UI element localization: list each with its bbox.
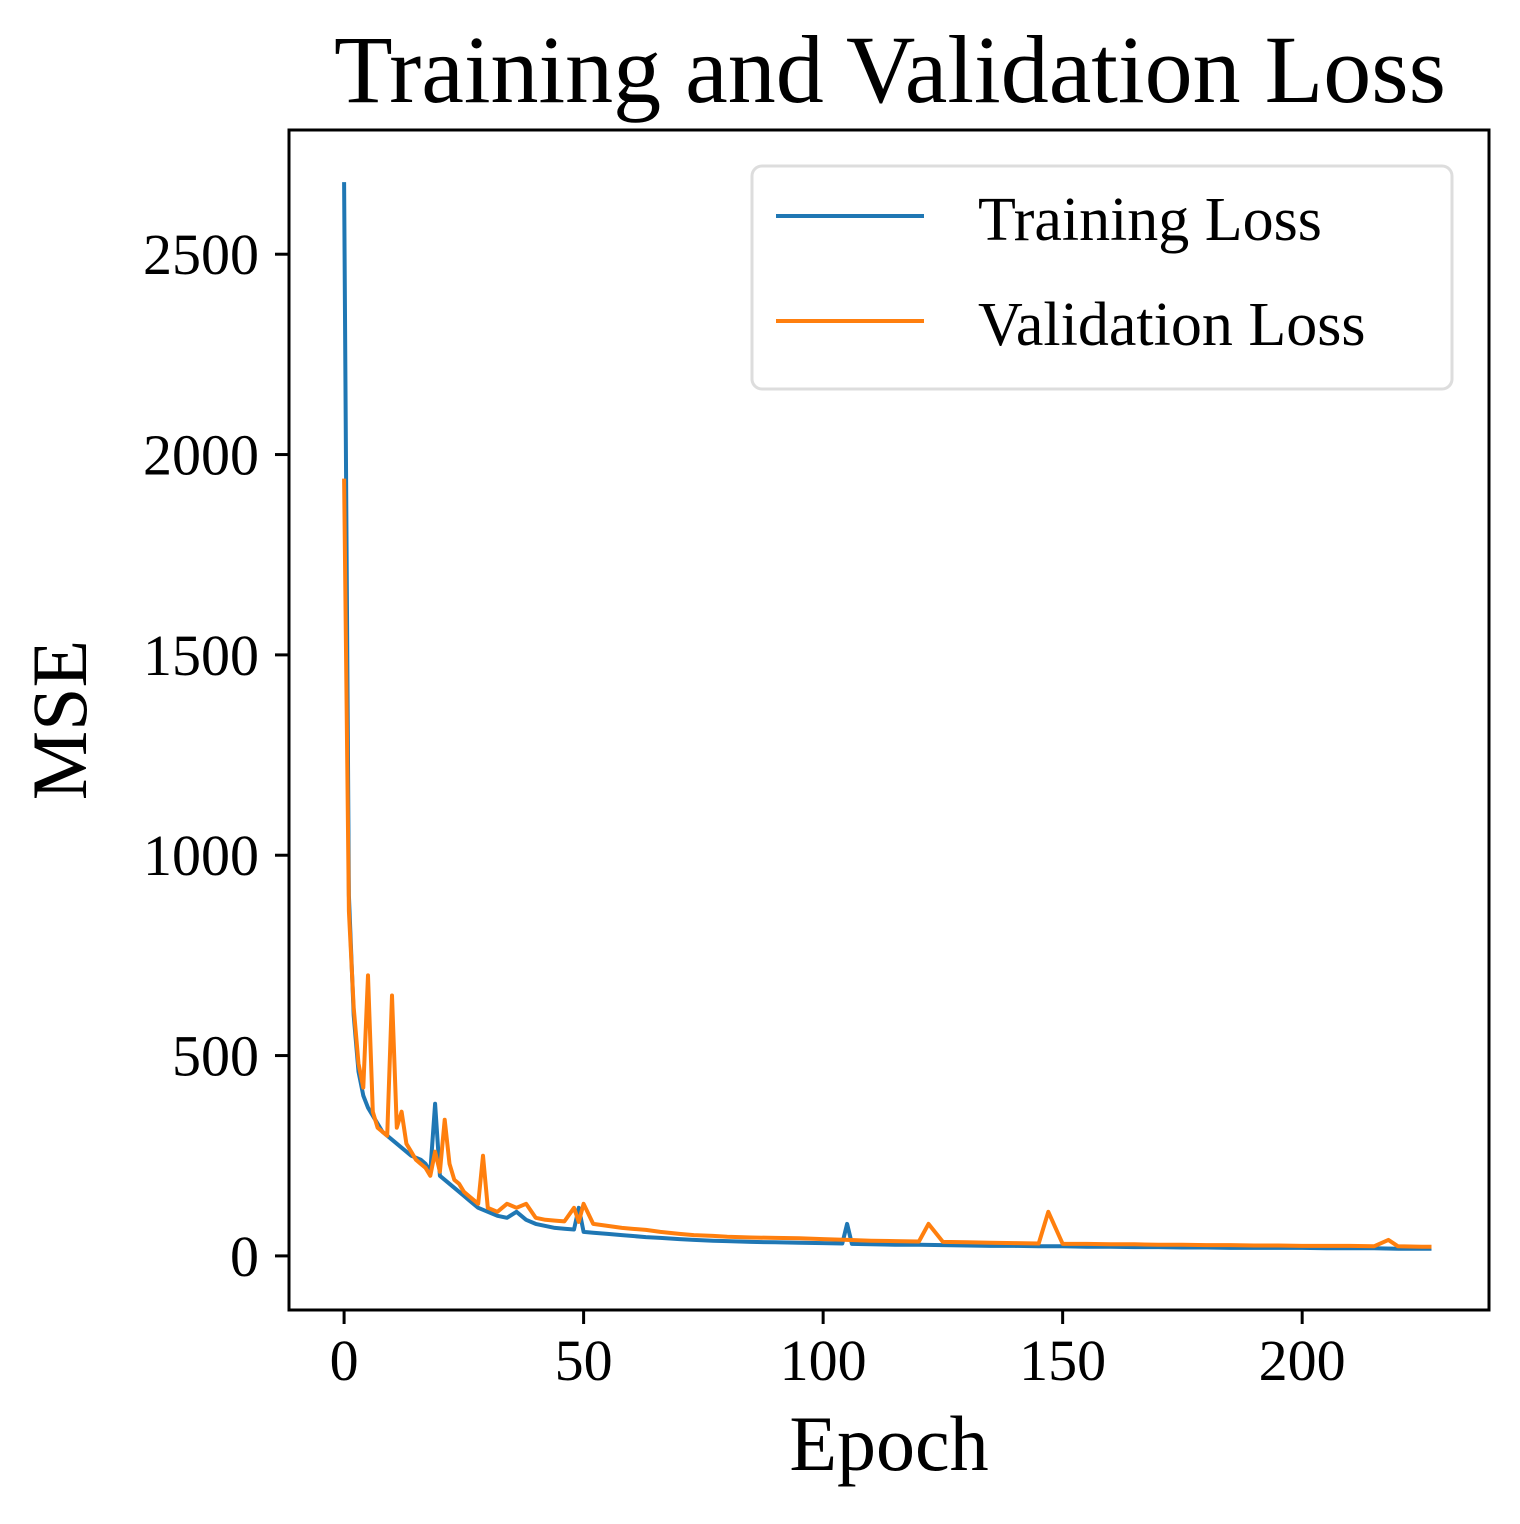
validation-loss-line [342, 478, 1432, 1249]
training-loss-line [342, 182, 1432, 1251]
x-tick-label: 150 [1019, 1328, 1106, 1393]
y-tick-label: 2000 [143, 423, 259, 488]
x-tick-label: 50 [555, 1328, 613, 1393]
x-tick-label: 100 [780, 1328, 867, 1393]
x-tick-label: 200 [1259, 1328, 1346, 1393]
legend: Training Loss Validation Loss [750, 164, 1454, 391]
y-tick-label: 500 [172, 1024, 259, 1089]
series-layer [342, 182, 1432, 1251]
y-tick-label: 1500 [143, 623, 259, 688]
x-axis-label: Epoch [789, 1400, 988, 1487]
legend-training-label: Training Loss [978, 186, 1322, 254]
legend-validation-label: Validation Loss [978, 291, 1365, 359]
plot-frame [287, 128, 1491, 1312]
y-axis-label: MSE [16, 640, 103, 800]
chart-title: Training and Validation Loss [334, 16, 1446, 123]
legend-box [750, 164, 1454, 391]
y-tick-label: 0 [230, 1224, 259, 1289]
x-tick-label: 0 [330, 1328, 359, 1393]
y-tick-label: 2500 [143, 222, 259, 287]
y-tick-label: 1000 [143, 823, 259, 888]
